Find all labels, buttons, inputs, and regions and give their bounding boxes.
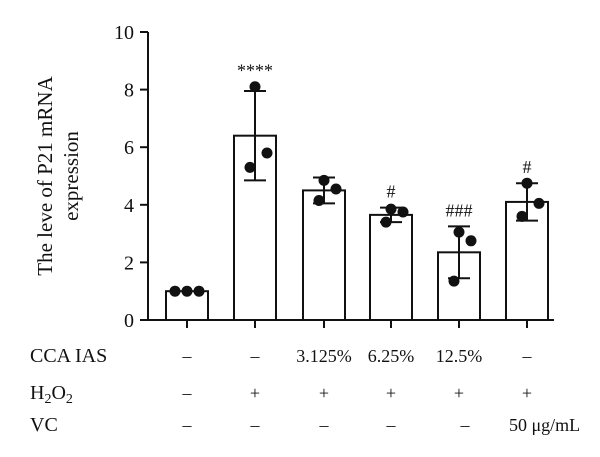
y-tick-label: 4: [124, 195, 134, 217]
condition-cell: +: [319, 383, 329, 403]
condition-cell: –: [182, 383, 193, 403]
data-point: [249, 81, 261, 93]
y-tick-label: 10: [114, 22, 134, 44]
condition-cell: 12.5%: [436, 346, 483, 366]
condition-cell: –: [386, 415, 397, 435]
condition-label: H2O2: [30, 382, 73, 407]
y-tick-label: 8: [124, 80, 134, 102]
significance-label: #: [523, 157, 532, 177]
data-point: [318, 174, 330, 186]
condition-cell: –: [319, 415, 330, 435]
data-point: [330, 183, 342, 195]
bar: [369, 213, 413, 322]
data-point: [385, 203, 397, 215]
condition-cell: 50 μg/mL: [509, 415, 580, 435]
condition-cell: +: [454, 383, 464, 403]
y-tick-label: 6: [124, 137, 134, 159]
condition-label-part: H: [30, 382, 44, 404]
y-axis-label-line: expression: [59, 131, 83, 221]
condition-cell: –: [182, 346, 193, 366]
condition-cell: 3.125%: [296, 346, 352, 366]
data-point: [313, 194, 325, 206]
data-point: [521, 177, 533, 189]
condition-cell: –: [460, 415, 471, 435]
chart-axes: 0 2 4 6 8 10: [114, 22, 554, 332]
condition-cell: +: [250, 383, 260, 403]
data-point: [465, 235, 477, 247]
condition-table: CCA IAS – –3.125% 6.25% 12.5% –H2O2– + + + + +VC – –…: [30, 345, 580, 436]
significance-label: ****: [237, 61, 273, 81]
data-point: [380, 216, 392, 228]
y-axis-label: The leve of P21 mRNAexpression: [33, 75, 83, 275]
condition-cell: –: [522, 346, 533, 366]
condition-cell: –: [250, 346, 261, 366]
data-point: [244, 161, 256, 173]
data-point: [453, 226, 465, 238]
data-point: [397, 206, 409, 218]
condition-cell: –: [182, 415, 193, 435]
condition-cell: –: [250, 415, 261, 435]
data-point: [193, 285, 205, 297]
significance-label: #: [387, 182, 396, 202]
condition-cell: 6.25%: [368, 346, 415, 366]
y-tick-label: 0: [124, 310, 134, 332]
data-point: [516, 210, 528, 222]
condition-label: CCA IAS: [30, 345, 107, 367]
condition-label: VC: [30, 414, 58, 436]
data-point: [261, 147, 273, 159]
data-point: [181, 285, 193, 297]
data-point: [169, 285, 181, 297]
condition-cell: +: [522, 383, 532, 403]
bar: [302, 189, 346, 321]
condition-cell: +: [386, 383, 396, 403]
significance-label: ###: [446, 200, 473, 220]
subscript: 2: [44, 392, 51, 407]
subscript: 2: [66, 392, 73, 407]
bars-layer: ****#####: [165, 61, 549, 322]
condition-label-part: O: [51, 382, 65, 404]
y-axis-label-line: The leve of P21 mRNA: [33, 75, 57, 275]
data-point: [448, 275, 460, 287]
y-tick-label: 2: [124, 252, 134, 274]
data-point: [533, 197, 545, 209]
